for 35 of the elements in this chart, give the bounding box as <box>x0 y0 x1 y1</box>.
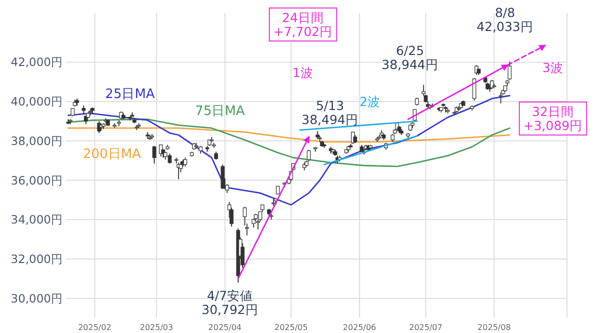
x-tick-label: 2025/08 <box>478 323 511 332</box>
annotation: 24日間 +7,702円 <box>273 10 333 39</box>
candlestick <box>472 77 476 102</box>
y-tick-label: 38,000円 <box>10 134 63 148</box>
annotation: 3波 <box>542 60 564 75</box>
series-label: 200日MA <box>83 147 142 162</box>
y-tick-label: 40,000円 <box>10 94 63 109</box>
x-tick-label: 2025/07 <box>409 323 442 332</box>
annotation: 32日間 +3,089円 <box>523 104 583 133</box>
series-label: 75日MA <box>195 104 245 119</box>
candlestick <box>168 153 172 164</box>
candlestick <box>422 84 426 96</box>
x-tick-label: 2025/05 <box>274 323 308 332</box>
candlestick <box>498 92 503 104</box>
annotation: 4/7安値 30,792円 <box>202 288 258 317</box>
y-tick-label: 36,000円 <box>10 173 63 188</box>
series-label: 25日MA <box>105 87 155 102</box>
y-tick-label: 30,000円 <box>10 291 63 306</box>
candlestick <box>152 145 156 164</box>
annotation: 5/13 38,494円 <box>302 98 358 127</box>
x-tick-label: 2025/03 <box>140 323 174 332</box>
x-tick-label: 2025/02 <box>78 323 112 332</box>
y-tick-label: 32,000円 <box>10 252 63 266</box>
candlestick <box>230 207 234 227</box>
annotation: 6/25 38,944円 <box>382 43 438 72</box>
candlestick <box>227 201 232 218</box>
annotation: 8/8 42,033円 <box>476 5 534 34</box>
line-series <box>68 127 510 143</box>
x-tick-label: 2025/04 <box>208 323 242 332</box>
annotation: 1波 <box>292 65 314 80</box>
candlestick <box>306 149 311 162</box>
y-tick-label: 42,000円 <box>10 55 63 70</box>
x-tick-label: 2025/06 <box>342 323 376 332</box>
y-tick-label: 34,000円 <box>10 212 63 227</box>
annotation: 2波 <box>360 94 380 109</box>
